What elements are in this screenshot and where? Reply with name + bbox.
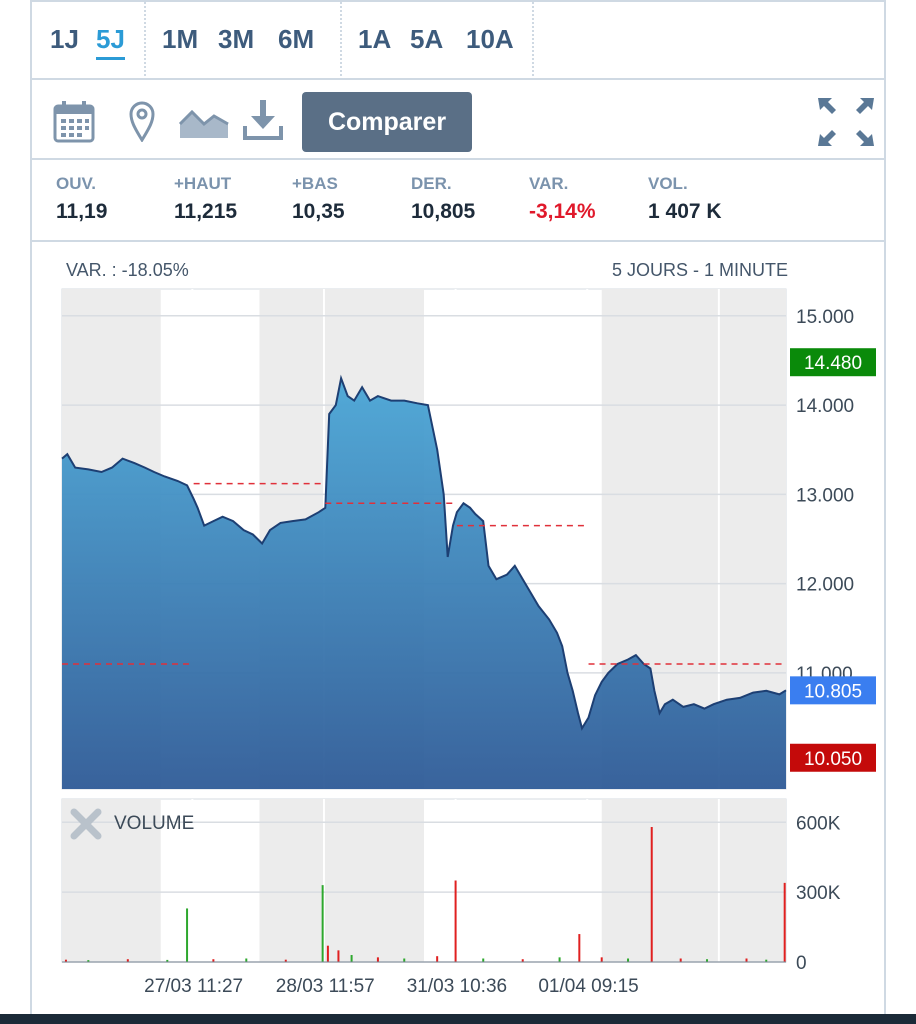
y-tick-label: 14.000 <box>796 396 854 417</box>
chart-toolbar: Comparer <box>32 80 884 160</box>
download-icon[interactable] <box>242 98 284 142</box>
price-marker <box>790 743 876 772</box>
x-tick-label: 01/04 09:15 <box>538 976 638 997</box>
price-marker-label: 14.480 <box>804 353 862 374</box>
stat-value: 11,215 <box>174 200 238 223</box>
price-area <box>62 378 786 789</box>
stat-label: OUV. <box>56 174 97 193</box>
tab-1m[interactable]: 1M <box>162 24 199 54</box>
stat-last: DER. 10,805 <box>411 174 475 224</box>
price-marker-label: 10.050 <box>804 749 862 770</box>
y-tick-label: 12.000 <box>796 575 854 596</box>
stat-label: +HAUT <box>174 174 232 193</box>
stat-value: 10,805 <box>411 200 476 223</box>
price-marker <box>790 348 876 377</box>
stat-label: VOL. <box>648 174 688 193</box>
stat-value: -3,14% <box>529 200 596 223</box>
day-shading <box>259 799 424 962</box>
stat-label: +BAS <box>292 174 338 193</box>
chart-period-label: 5 JOURS - 1 MINUTE <box>612 260 788 280</box>
chart-variation-label: VAR. : -18.05% <box>66 260 189 280</box>
widget-frame <box>30 0 886 1016</box>
close-volume-icon[interactable] <box>70 808 102 840</box>
y-tick-label: 15.000 <box>796 307 854 328</box>
stat-value: 1 407 K <box>648 200 722 223</box>
location-pin-icon[interactable] <box>128 100 156 142</box>
tab-3m[interactable]: 3M <box>218 24 255 54</box>
stat-low: +BAS 10,35 <box>292 174 345 224</box>
price-marker-label: 10.805 <box>804 681 862 702</box>
tab-1a[interactable]: 1A <box>358 24 392 54</box>
stat-label: DER. <box>411 174 452 193</box>
day-shading <box>62 799 161 962</box>
period-tabs: 1J 5J 1M 3M 6M 1A 5A 10A <box>32 0 884 80</box>
tab-5a[interactable]: 5A <box>410 24 444 54</box>
volume-tick-label: 300K <box>796 883 841 904</box>
tab-group-years: 1A 5A 10A <box>342 2 534 80</box>
compare-button[interactable]: Comparer <box>302 92 472 152</box>
stat-change: VAR. -3,14% <box>529 174 596 224</box>
x-tick-label: 31/03 10:36 <box>407 976 507 997</box>
tab-10a[interactable]: 10A <box>466 24 514 54</box>
volume-tick-label: 600K <box>796 813 841 834</box>
close-icon <box>70 808 102 840</box>
tab-5j[interactable]: 5J <box>96 24 125 60</box>
day-shading <box>601 799 786 962</box>
volume-panel: 600K 300K 0 VOLUME <box>61 798 841 974</box>
stat-label: VAR. <box>529 174 569 193</box>
price-panel: 15.00014.00013.00012.00011.00014.48010.8… <box>61 288 876 790</box>
y-tick-label: 13.000 <box>796 485 854 506</box>
fullscreen-icon[interactable] <box>816 96 876 148</box>
stat-high: +HAUT 11,215 <box>174 174 237 224</box>
bottom-bar <box>0 1014 916 1024</box>
price-marker <box>790 676 876 705</box>
quote-stats: OUV. 11,19 +HAUT 11,215 +BAS 10,35 DER. … <box>32 160 884 242</box>
x-axis-labels: 27/03 11:27 28/03 11:57 31/03 10:36 01/04 0… <box>144 976 639 997</box>
price-line <box>61 374 787 731</box>
x-tick-label: 28/03 11:57 <box>276 976 375 997</box>
stat-value: 11,19 <box>56 200 108 223</box>
volume-label: VOLUME <box>114 813 194 834</box>
tab-group-days: 1J 5J <box>32 2 146 80</box>
calendar-icon[interactable] <box>52 100 96 144</box>
stat-open: OUV. 11,19 <box>56 174 107 224</box>
price-chart[interactable]: VAR. : -18.05% 5 JOURS - 1 MINUTE 15.000… <box>32 244 884 1014</box>
area-chart-icon[interactable] <box>178 104 230 140</box>
tab-1j[interactable]: 1J <box>50 24 79 54</box>
stat-value: 10,35 <box>292 200 345 223</box>
volume-tick-label: 0 <box>796 953 807 974</box>
tab-group-months: 1M 3M 6M <box>146 2 342 80</box>
stat-volume: VOL. 1 407 K <box>648 174 722 224</box>
x-tick-label: 27/03 11:27 <box>144 976 243 997</box>
chart-area[interactable]: VAR. : -18.05% 5 JOURS - 1 MINUTE 15.000… <box>32 244 884 1014</box>
tab-6m[interactable]: 6M <box>278 24 315 54</box>
